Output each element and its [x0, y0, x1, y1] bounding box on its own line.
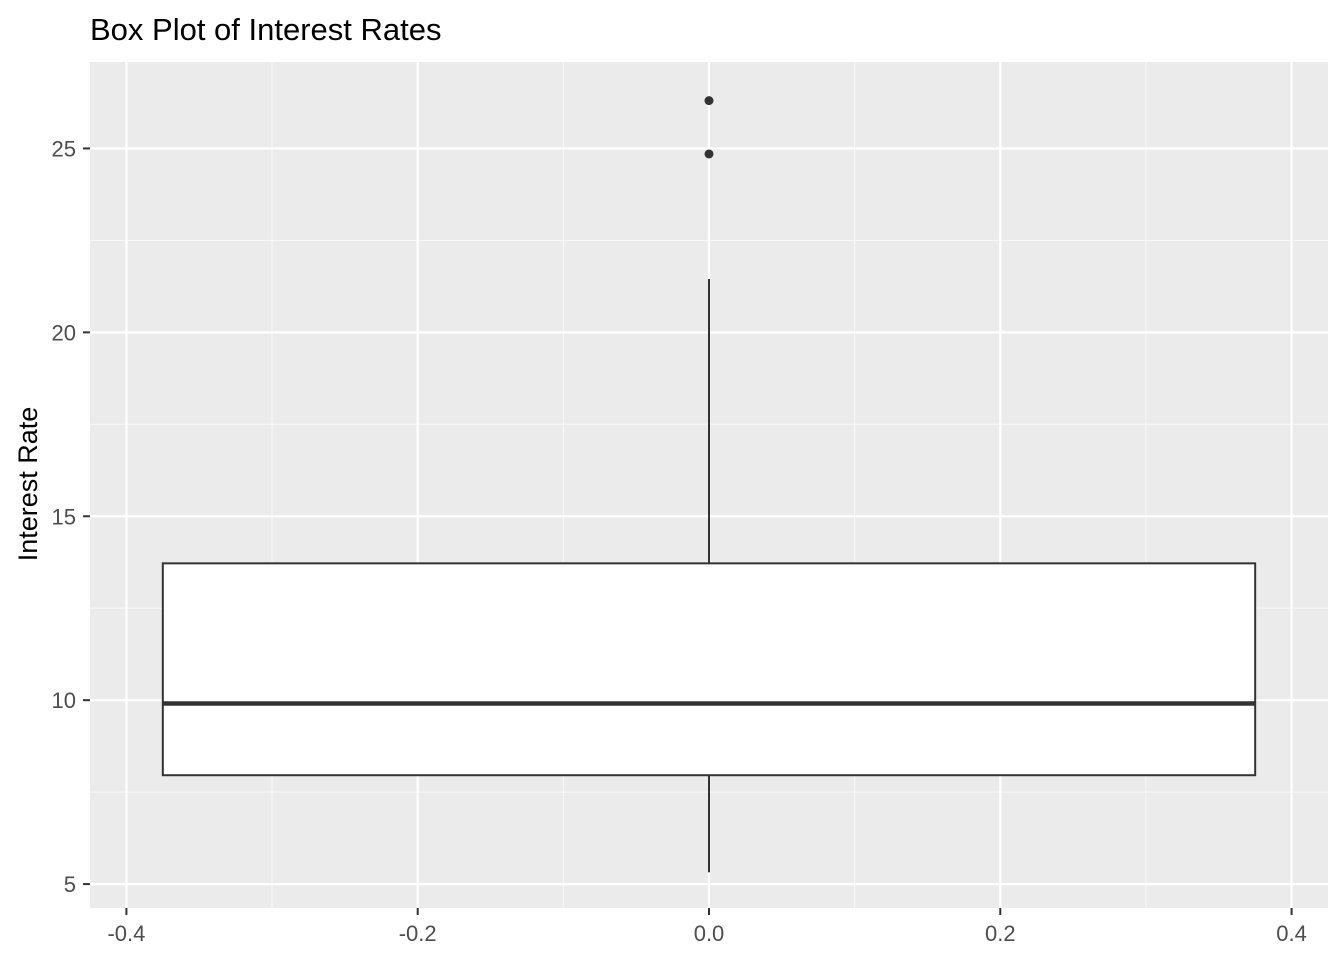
chart-title: Box Plot of Interest Rates: [90, 12, 442, 47]
x-tick-label: -0.2: [399, 921, 437, 946]
plot-area: 5 10 15 20 25 -0.4 -0.2 0.0 0.2 0.4: [52, 62, 1328, 946]
y-tick-label: 5: [64, 872, 76, 897]
outlier-point: [704, 96, 714, 106]
iqr-box: [161, 562, 1257, 777]
y-tick-label: 15: [52, 504, 76, 529]
outlier-point: [704, 149, 714, 159]
x-tick-label: 0.4: [1276, 921, 1307, 946]
y-tick-label: 20: [52, 320, 76, 345]
y-tick-label: 25: [52, 136, 76, 161]
x-tick-label: -0.4: [107, 921, 145, 946]
y-axis-title: Interest Rate: [13, 407, 43, 562]
x-tick-label: 0.0: [694, 921, 725, 946]
y-tick-label: 10: [52, 688, 76, 713]
x-tick-label: 0.2: [985, 921, 1016, 946]
